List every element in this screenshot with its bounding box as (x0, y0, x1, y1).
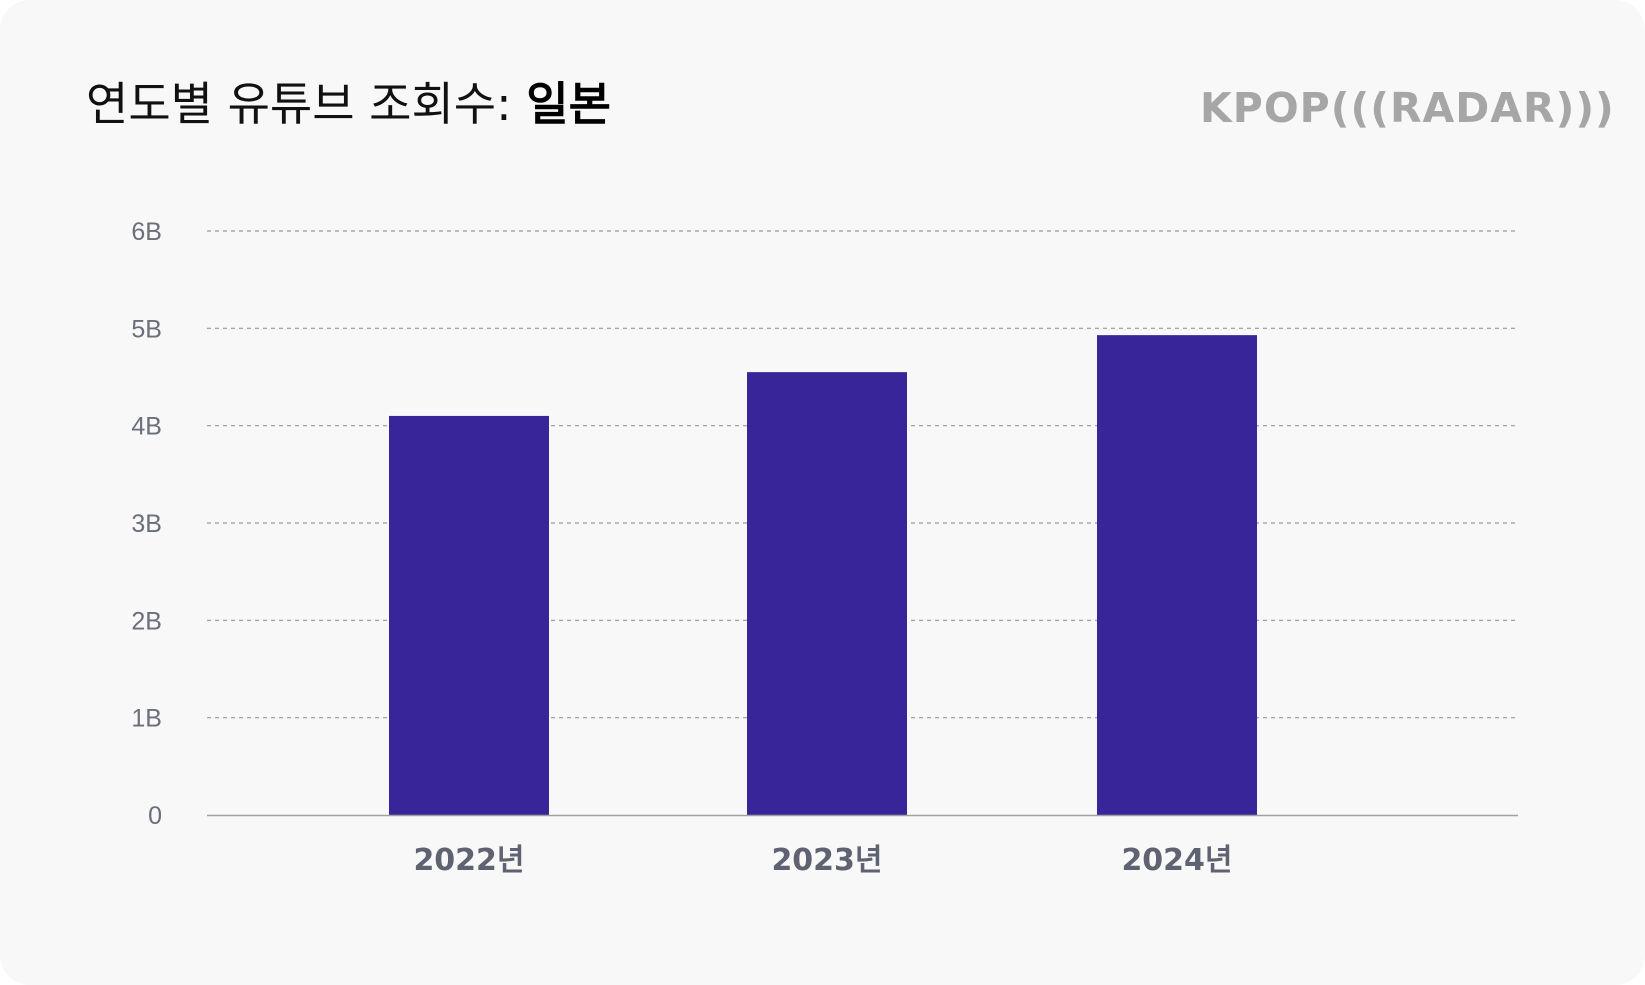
y-tick-label: 2B (131, 607, 162, 635)
kpop-radar-logo: KPOP(((RADAR))) (1200, 84, 1615, 132)
chart-title: 연도별 유튜브 조회수: 일본 (86, 72, 611, 136)
x-axis-category-labels: 2022년 2023년 2024년 (413, 843, 1232, 878)
bar-2022년 (389, 415, 549, 815)
y-axis-tick-labels: 0 1B 2B 3B 4B 5B 6B (131, 218, 162, 830)
y-tick-label: 0 (148, 802, 162, 830)
x-category-label: 2023년 (771, 843, 882, 878)
y-tick-label: 6B (131, 218, 162, 246)
chart-title-country: 일본 (526, 77, 611, 131)
y-tick-label: 3B (131, 510, 162, 538)
bars (389, 335, 1257, 815)
bar-2023년 (747, 372, 907, 815)
x-category-label: 2022년 (413, 843, 524, 878)
y-tick-label: 4B (131, 413, 162, 441)
y-tick-label: 1B (131, 705, 162, 733)
x-category-label: 2024년 (1121, 843, 1232, 878)
chart-title-prefix: 연도별 유튜브 조회수: (86, 77, 527, 131)
y-tick-label: 5B (131, 315, 162, 343)
bar-2024년 (1097, 335, 1257, 815)
